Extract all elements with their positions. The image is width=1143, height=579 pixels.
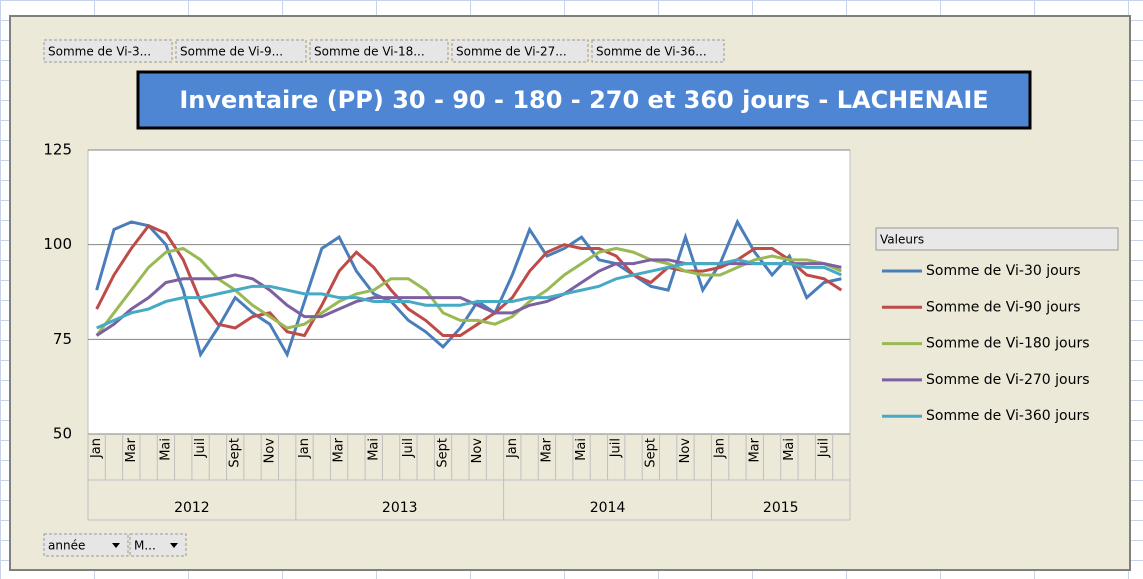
x-tick-label: Mai bbox=[574, 438, 589, 461]
dropdown-arrow bbox=[170, 543, 178, 548]
chart-title: Inventaire (PP) 30 - 90 - 180 - 270 et 3… bbox=[179, 86, 988, 114]
legend-label: Somme de Vi-30 jours bbox=[926, 263, 1081, 279]
axis-button[interactable] bbox=[43, 533, 129, 557]
x-tick-label: Mar bbox=[332, 437, 347, 462]
y-tick-label: 100 bbox=[43, 235, 72, 253]
year-label: 2012 bbox=[174, 500, 210, 516]
field-button[interactable] bbox=[451, 39, 589, 63]
x-tick-label: Mar bbox=[539, 437, 554, 462]
x-tick-label: Mai bbox=[782, 438, 797, 461]
y-tick-label: 75 bbox=[53, 330, 72, 348]
field-button[interactable] bbox=[175, 39, 307, 63]
x-tick-label: Jan bbox=[713, 438, 728, 459]
x-tick-label: Mar bbox=[747, 437, 762, 462]
series-line bbox=[95, 246, 842, 337]
field-button-label: Somme de Vi-27... bbox=[456, 45, 567, 59]
field-button-label: Somme de Vi-3... bbox=[48, 45, 151, 59]
x-tick-label: Nov bbox=[470, 438, 485, 464]
axis-button[interactable] bbox=[129, 533, 187, 557]
axis-button-label: année bbox=[48, 539, 85, 553]
legend-label: Somme de Vi-180 jours bbox=[926, 336, 1090, 352]
field-button-label: Somme de Vi-18... bbox=[314, 45, 425, 59]
plot-area bbox=[87, 149, 851, 435]
series-line bbox=[95, 223, 843, 338]
field-button[interactable] bbox=[43, 39, 173, 63]
legend-label: Somme de Vi-360 jours bbox=[926, 408, 1090, 424]
dropdown-arrow bbox=[112, 543, 120, 548]
title-box bbox=[136, 70, 1032, 130]
x-tick-label: Mai bbox=[158, 438, 173, 461]
field-button-label: Somme de Vi-36... bbox=[596, 45, 707, 59]
x-tick-label: Nov bbox=[262, 438, 277, 464]
x-tick-label: Juil bbox=[193, 438, 208, 458]
series-line bbox=[96, 258, 842, 330]
x-tick-label: Sept bbox=[228, 438, 243, 468]
legend-title: Valeurs bbox=[880, 233, 924, 247]
y-tick-label: 50 bbox=[53, 425, 72, 443]
x-tick-label: Mai bbox=[366, 438, 381, 461]
field-button-label: Somme de Vi-9... bbox=[180, 45, 283, 59]
axis-button-label: M... bbox=[134, 539, 156, 553]
x-tick-label: Jan bbox=[297, 438, 312, 459]
legend-label: Somme de Vi-90 jours bbox=[926, 299, 1081, 315]
x-tick-label: Jan bbox=[89, 438, 104, 459]
x-tick-label: Nov bbox=[678, 438, 693, 464]
x-tick-label: Juil bbox=[401, 438, 416, 458]
y-tick-label: 125 bbox=[43, 141, 72, 159]
year-label: 2015 bbox=[763, 500, 799, 516]
year-label: 2014 bbox=[590, 500, 626, 516]
x-tick-label: Juil bbox=[817, 438, 832, 458]
field-button[interactable] bbox=[591, 39, 725, 63]
legend-button[interactable] bbox=[875, 227, 1119, 251]
x-tick-label: Juil bbox=[609, 438, 624, 458]
x-tick-label: Sept bbox=[643, 438, 658, 468]
year-label: 2013 bbox=[382, 500, 418, 516]
x-tick-label: Sept bbox=[436, 438, 451, 468]
x-tick-label: Mar bbox=[124, 437, 139, 462]
field-button[interactable] bbox=[309, 39, 449, 63]
legend-label: Somme de Vi-270 jours bbox=[926, 372, 1090, 388]
x-tick-label: Jan bbox=[505, 438, 520, 459]
